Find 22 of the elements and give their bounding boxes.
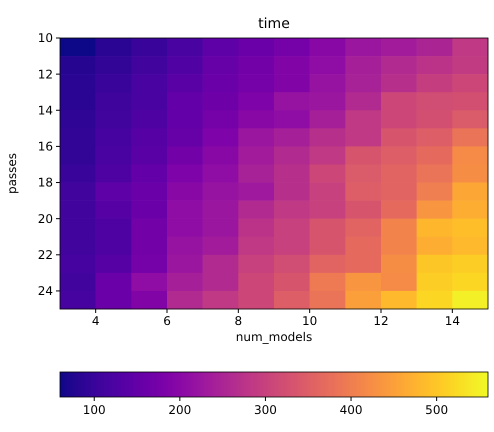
x-tick-label: 10 xyxy=(302,314,318,328)
x-tick-label: 8 xyxy=(234,314,242,328)
y-tick-label: 12 xyxy=(38,67,53,82)
chart-title: time xyxy=(258,16,290,32)
y-axis-title: passes xyxy=(5,152,19,194)
y-tick-label: 14 xyxy=(38,103,53,118)
color-bar-label: 300 xyxy=(254,403,277,417)
color-bar-label: 100 xyxy=(82,403,106,417)
y-tick-label: 20 xyxy=(38,212,53,226)
color-bar-label: 400 xyxy=(340,403,362,417)
y-tick-label: 22 xyxy=(38,248,53,262)
y-tick-label: 18 xyxy=(38,176,53,190)
y-tick-label: 24 xyxy=(38,284,53,298)
y-tick-label: 10 xyxy=(38,31,53,46)
x-tick-label: 6 xyxy=(163,314,171,328)
x-tick-label: 4 xyxy=(92,314,100,328)
x-tick-label: 12 xyxy=(373,314,389,328)
x-tick-label: 14 xyxy=(444,314,460,328)
color-bar-label: 500 xyxy=(425,403,448,417)
y-tick-label: 16 xyxy=(38,140,53,154)
x-axis-title: num_models xyxy=(236,330,312,344)
color-bar-label: 200 xyxy=(168,403,192,417)
